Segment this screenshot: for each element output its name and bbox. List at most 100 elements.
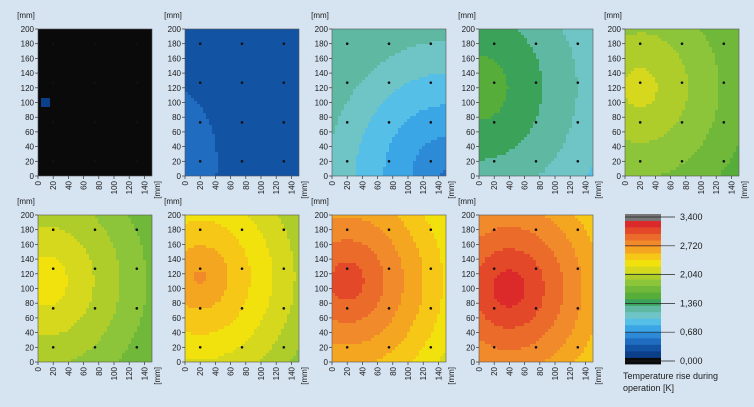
y-tick-label: 60 [319,128,328,137]
y-axis: 0 20 40 60 80 100 120 140 160 180 200 [315,211,332,367]
sensor-point [576,81,580,84]
x-tick-label: 60 [667,180,676,189]
x-tick-label: 100 [110,180,119,194]
legend-band [625,279,661,287]
y-unit-label: [mm] [164,197,182,206]
legend-band [625,285,661,293]
x-axis: 0 20 40 60 80 100 120 140 [621,176,736,194]
y-unit-label: [mm] [17,197,35,206]
y-tick-label: 200 [168,25,182,34]
heatmap-cells [185,29,299,176]
x-tick-label: 140 [140,366,149,380]
sensor-points [198,42,286,163]
y-tick-label: 200 [608,25,622,34]
heatmap-panel: 0 20 40 60 80 100 120 140 160 180 200 [mm] 0 20 40 60 80… [17,197,162,385]
y-tick-label: 180 [462,226,476,235]
x-tick-label: 100 [257,180,266,194]
y-tick-label: 160 [168,240,182,249]
heatmap-cells [332,29,446,176]
y-tick-label: 80 [25,113,34,122]
y-axis: 0 20 40 60 80 100 120 140 160 180 200 [315,25,332,181]
y-tick-label: 40 [319,329,328,338]
y-tick-label: 160 [21,54,35,63]
y-axis: 0 20 40 60 80 100 120 140 160 180 200 [21,211,38,367]
heatmap-panel: 0 20 40 60 80 100 120 140 160 180 200 [mm] 0 20 40 60 80… [164,11,309,199]
heatmap-cells [185,215,299,362]
y-unit-label: [mm] [164,11,182,20]
x-tick-label: 20 [343,180,352,189]
heatmap-cells [479,29,593,176]
x-tick-label: 140 [140,180,149,194]
sensor-point [638,121,642,124]
y-tick-label: 0 [30,172,35,181]
sensor-point [198,346,202,349]
y-tick-label: 140 [21,69,35,78]
sensor-points [492,42,580,163]
y-tick-label: 40 [172,143,181,152]
y-tick-label: 40 [466,143,475,152]
y-tick-label: 0 [30,358,35,367]
x-tick-label: 20 [636,180,645,189]
y-axis: 0 20 40 60 80 100 120 140 160 180 200 [608,25,625,181]
x-tick-label: 20 [490,366,499,375]
sensor-point [240,346,244,349]
sensor-point [722,42,726,45]
y-tick-label: 120 [21,270,35,279]
x-tick-label: 60 [521,366,530,375]
x-tick-label: 120 [419,180,428,194]
sensor-point [345,346,349,349]
x-unit-label: [mm] [153,367,162,385]
sensor-point [282,307,286,310]
x-axis: 0 20 40 60 80 100 120 140 [475,176,590,194]
sensor-point [387,228,391,231]
sensor-point [722,160,726,163]
y-tick-label: 180 [168,40,182,49]
sensor-point [93,81,97,84]
sensor-point [93,121,97,124]
y-tick-label: 0 [471,358,476,367]
sensor-point [282,267,286,270]
sensor-point [93,346,97,349]
y-tick-label: 40 [466,329,475,338]
x-tick-label: 0 [34,366,43,371]
y-tick-label: 120 [21,84,35,93]
sensor-point [93,267,97,270]
sensor-point [51,81,55,84]
legend-band [625,344,661,352]
sensor-point [135,160,139,163]
x-tick-label: 60 [374,180,383,189]
y-tick-label: 100 [608,99,622,108]
y-tick-label: 160 [462,240,476,249]
y-tick-label: 60 [319,314,328,323]
sensor-points [198,228,286,349]
y-tick-label: 20 [319,343,328,352]
sensor-point [51,42,55,45]
y-tick-label: 140 [608,69,622,78]
color-legend: 3,400 2,720 2,040 1,360 0,680 0,000 [625,212,703,366]
heatmap-panel: 0 20 40 60 80 100 120 140 160 180 200 [mm] 0 20 40 60 80… [17,11,162,199]
sensor-point [51,121,55,124]
x-tick-label: 20 [343,366,352,375]
sensor-point [198,267,202,270]
x-tick-label: 40 [211,366,220,375]
y-tick-label: 60 [612,128,621,137]
y-tick-label: 0 [177,358,182,367]
sensor-point [240,81,244,84]
y-tick-label: 140 [315,255,329,264]
heatmap-panel: 0 20 40 60 80 100 120 140 160 180 200 [mm] 0 20 40 60 80… [604,11,749,199]
y-tick-label: 100 [315,285,329,294]
y-tick-label: 160 [608,54,622,63]
y-tick-label: 80 [172,299,181,308]
y-tick-label: 80 [466,113,475,122]
y-tick-label: 0 [471,172,476,181]
sensor-point [492,267,496,270]
heatmap-panel: 0 20 40 60 80 100 120 140 160 180 200 [mm] 0 20 40 60 80… [311,197,456,385]
x-tick-label: 80 [95,180,104,189]
y-unit-label: [mm] [311,11,329,20]
x-tick-label: 120 [272,180,281,194]
y-tick-label: 160 [315,240,329,249]
sensor-points [345,42,433,163]
sensor-point [51,307,55,310]
x-unit-label: [mm] [740,181,749,199]
